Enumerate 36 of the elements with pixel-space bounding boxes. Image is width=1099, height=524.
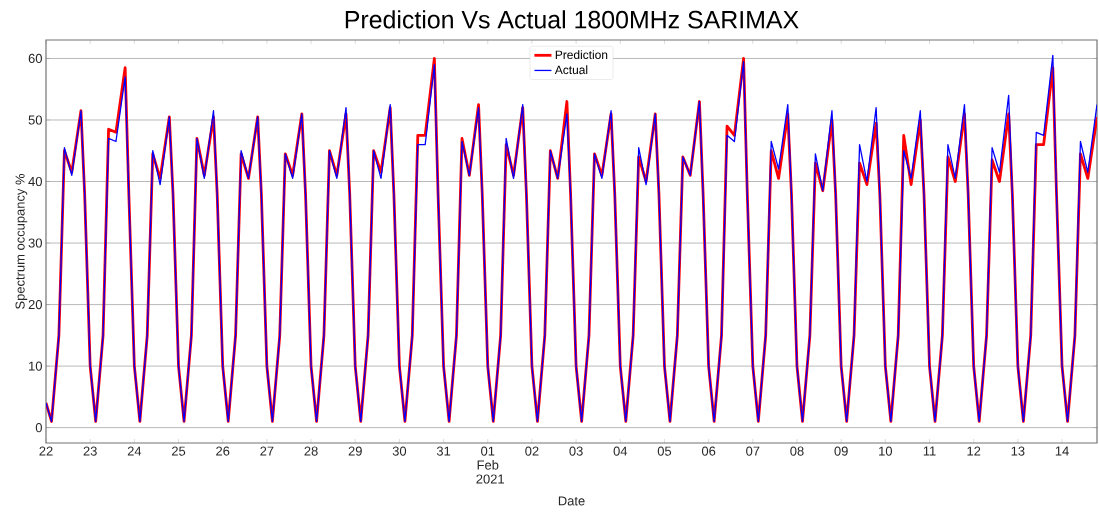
y-tick-label: 20 bbox=[28, 299, 42, 310]
x-tick-label: 12 bbox=[967, 446, 981, 456]
x-tick-label: 11 bbox=[923, 446, 936, 456]
y-tick-label: 0 bbox=[35, 423, 42, 433]
x-tick-label: 14 bbox=[1055, 446, 1069, 456]
y-axis-title: Spectrum occupancy % bbox=[15, 173, 28, 309]
y-tick-label: 50 bbox=[28, 115, 42, 125]
legend-label: Prediction bbox=[555, 50, 608, 59]
y-tick-label: 10 bbox=[29, 361, 42, 371]
x-tick-label: 30 bbox=[392, 446, 407, 456]
x-tick-label: 22 bbox=[39, 446, 53, 456]
x-tick-label: 24 bbox=[127, 446, 142, 456]
x-tick-label: 05 bbox=[657, 446, 672, 456]
x-tick-label: 03 bbox=[569, 446, 583, 456]
x-tick-label: 07 bbox=[746, 446, 760, 456]
chart-title: Prediction Vs Actual 1800MHz SARIMAX bbox=[345, 10, 799, 29]
x-tick-label: 04 bbox=[613, 446, 628, 456]
y-tick-label: 40 bbox=[28, 176, 42, 187]
x-tick-label: 02 bbox=[525, 446, 539, 456]
x-tick-label: 31 bbox=[436, 446, 451, 456]
x-tick-label: 06 bbox=[701, 446, 716, 456]
x-tick-label: 25 bbox=[171, 446, 186, 456]
x-tick-label: 29 bbox=[348, 446, 362, 456]
y-tick-label: 30 bbox=[28, 238, 42, 248]
legend-label: Actual bbox=[554, 65, 588, 75]
x-tick-label: 01 Feb 2021 bbox=[476, 446, 504, 484]
x-tick-label: 23 bbox=[83, 446, 97, 456]
x-tick-label: 09 bbox=[834, 446, 848, 456]
y-tick-label: 60 bbox=[28, 53, 42, 64]
x-tick-label: 08 bbox=[790, 446, 804, 456]
x-tick-label: 27 bbox=[260, 446, 274, 456]
x-tick-label: 13 bbox=[1011, 446, 1025, 456]
x-tick-label: 10 bbox=[879, 446, 893, 456]
x-axis-title: Date bbox=[558, 496, 585, 506]
x-tick-label: 28 bbox=[304, 446, 318, 456]
x-tick-label: 26 bbox=[216, 446, 230, 456]
